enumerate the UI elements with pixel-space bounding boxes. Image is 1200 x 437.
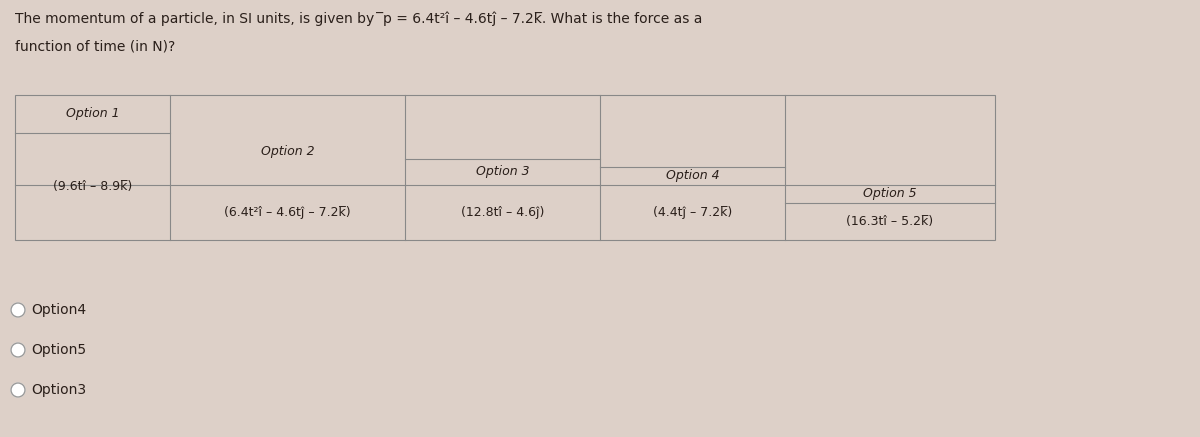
- Text: Option5: Option5: [31, 343, 86, 357]
- Text: Option 4: Option 4: [666, 170, 719, 183]
- Text: (16.3tî – 5.2k̅): (16.3tî – 5.2k̅): [846, 215, 934, 228]
- Text: Option 3: Option 3: [475, 166, 529, 178]
- Text: Option4: Option4: [31, 303, 86, 317]
- Text: Option 5: Option 5: [863, 187, 917, 201]
- Text: Option3: Option3: [31, 383, 86, 397]
- Text: function of time (in N)?: function of time (in N)?: [14, 40, 175, 54]
- Text: (6.4t²î – 4.6tĵ – 7.2k̅): (6.4t²î – 4.6tĵ – 7.2k̅): [224, 206, 350, 219]
- Text: (4.4tĵ – 7.2k̅): (4.4tĵ – 7.2k̅): [653, 206, 732, 219]
- Circle shape: [11, 383, 25, 397]
- Text: Option 2: Option 2: [260, 145, 314, 158]
- Bar: [14, 95, 995, 240]
- Text: (12.8tî – 4.6ĵ): (12.8tî – 4.6ĵ): [461, 206, 544, 219]
- Text: Option 1: Option 1: [66, 108, 119, 121]
- Circle shape: [11, 343, 25, 357]
- Text: (9.6tî – 8.9k̅): (9.6tî – 8.9k̅): [53, 180, 132, 193]
- Text: The momentum of a particle, in SI units, is given by  ̅p = 6.4t²î – 4.6tĵ – 7.2k: The momentum of a particle, in SI units,…: [14, 12, 702, 27]
- Circle shape: [11, 303, 25, 317]
